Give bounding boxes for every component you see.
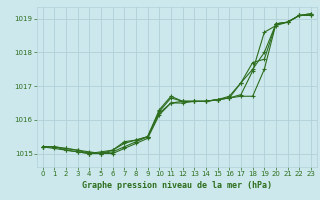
X-axis label: Graphe pression niveau de la mer (hPa): Graphe pression niveau de la mer (hPa) [82, 181, 272, 190]
